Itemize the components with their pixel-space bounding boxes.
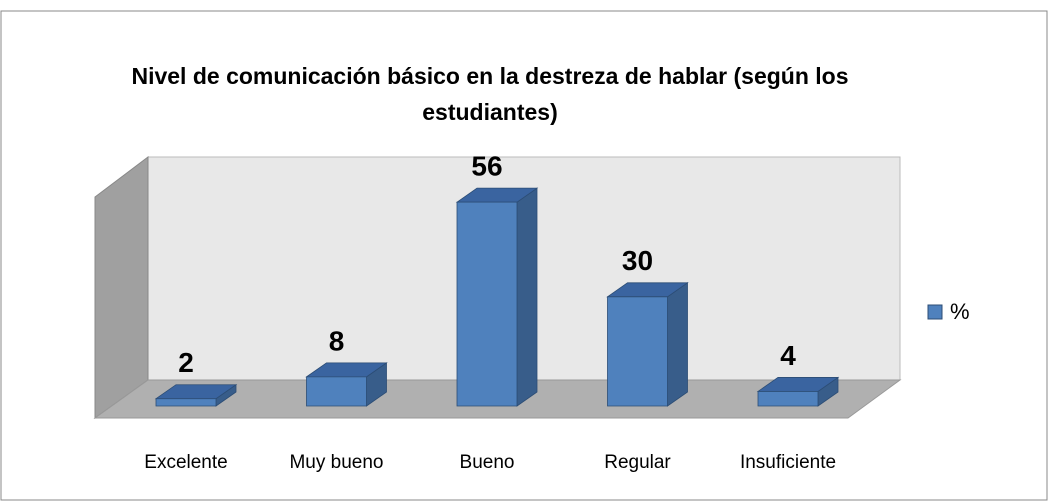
data-label: 8: [329, 325, 345, 356]
x-tick-label: Insuficiente: [740, 452, 836, 473]
data-label: 56: [471, 151, 502, 182]
data-label: 30: [622, 245, 653, 276]
legend-label: %: [950, 299, 970, 324]
side-wall: [94, 155, 149, 419]
bar-front: [607, 296, 668, 407]
x-tick-label: Bueno: [460, 452, 515, 473]
bar-front: [306, 376, 367, 407]
data-label: 4: [780, 340, 796, 371]
x-tick-label: Regular: [604, 452, 671, 473]
bar-side: [516, 187, 538, 407]
bar-front: [456, 201, 518, 407]
chart-title: Nivel de comunicación básico en la destr…: [131, 63, 849, 125]
bar: [305, 362, 388, 407]
bar: [154, 383, 238, 407]
legend-swatch: [927, 304, 943, 320]
x-tick-label: Excelente: [144, 452, 227, 473]
data-label: 2: [178, 347, 194, 378]
bar: [606, 282, 689, 407]
x-tick-label: Muy bueno: [289, 452, 383, 473]
bar-front: [155, 398, 217, 407]
bar: [756, 376, 840, 407]
bar-front: [757, 391, 819, 407]
bar: [455, 187, 539, 407]
bar-side: [667, 282, 688, 407]
